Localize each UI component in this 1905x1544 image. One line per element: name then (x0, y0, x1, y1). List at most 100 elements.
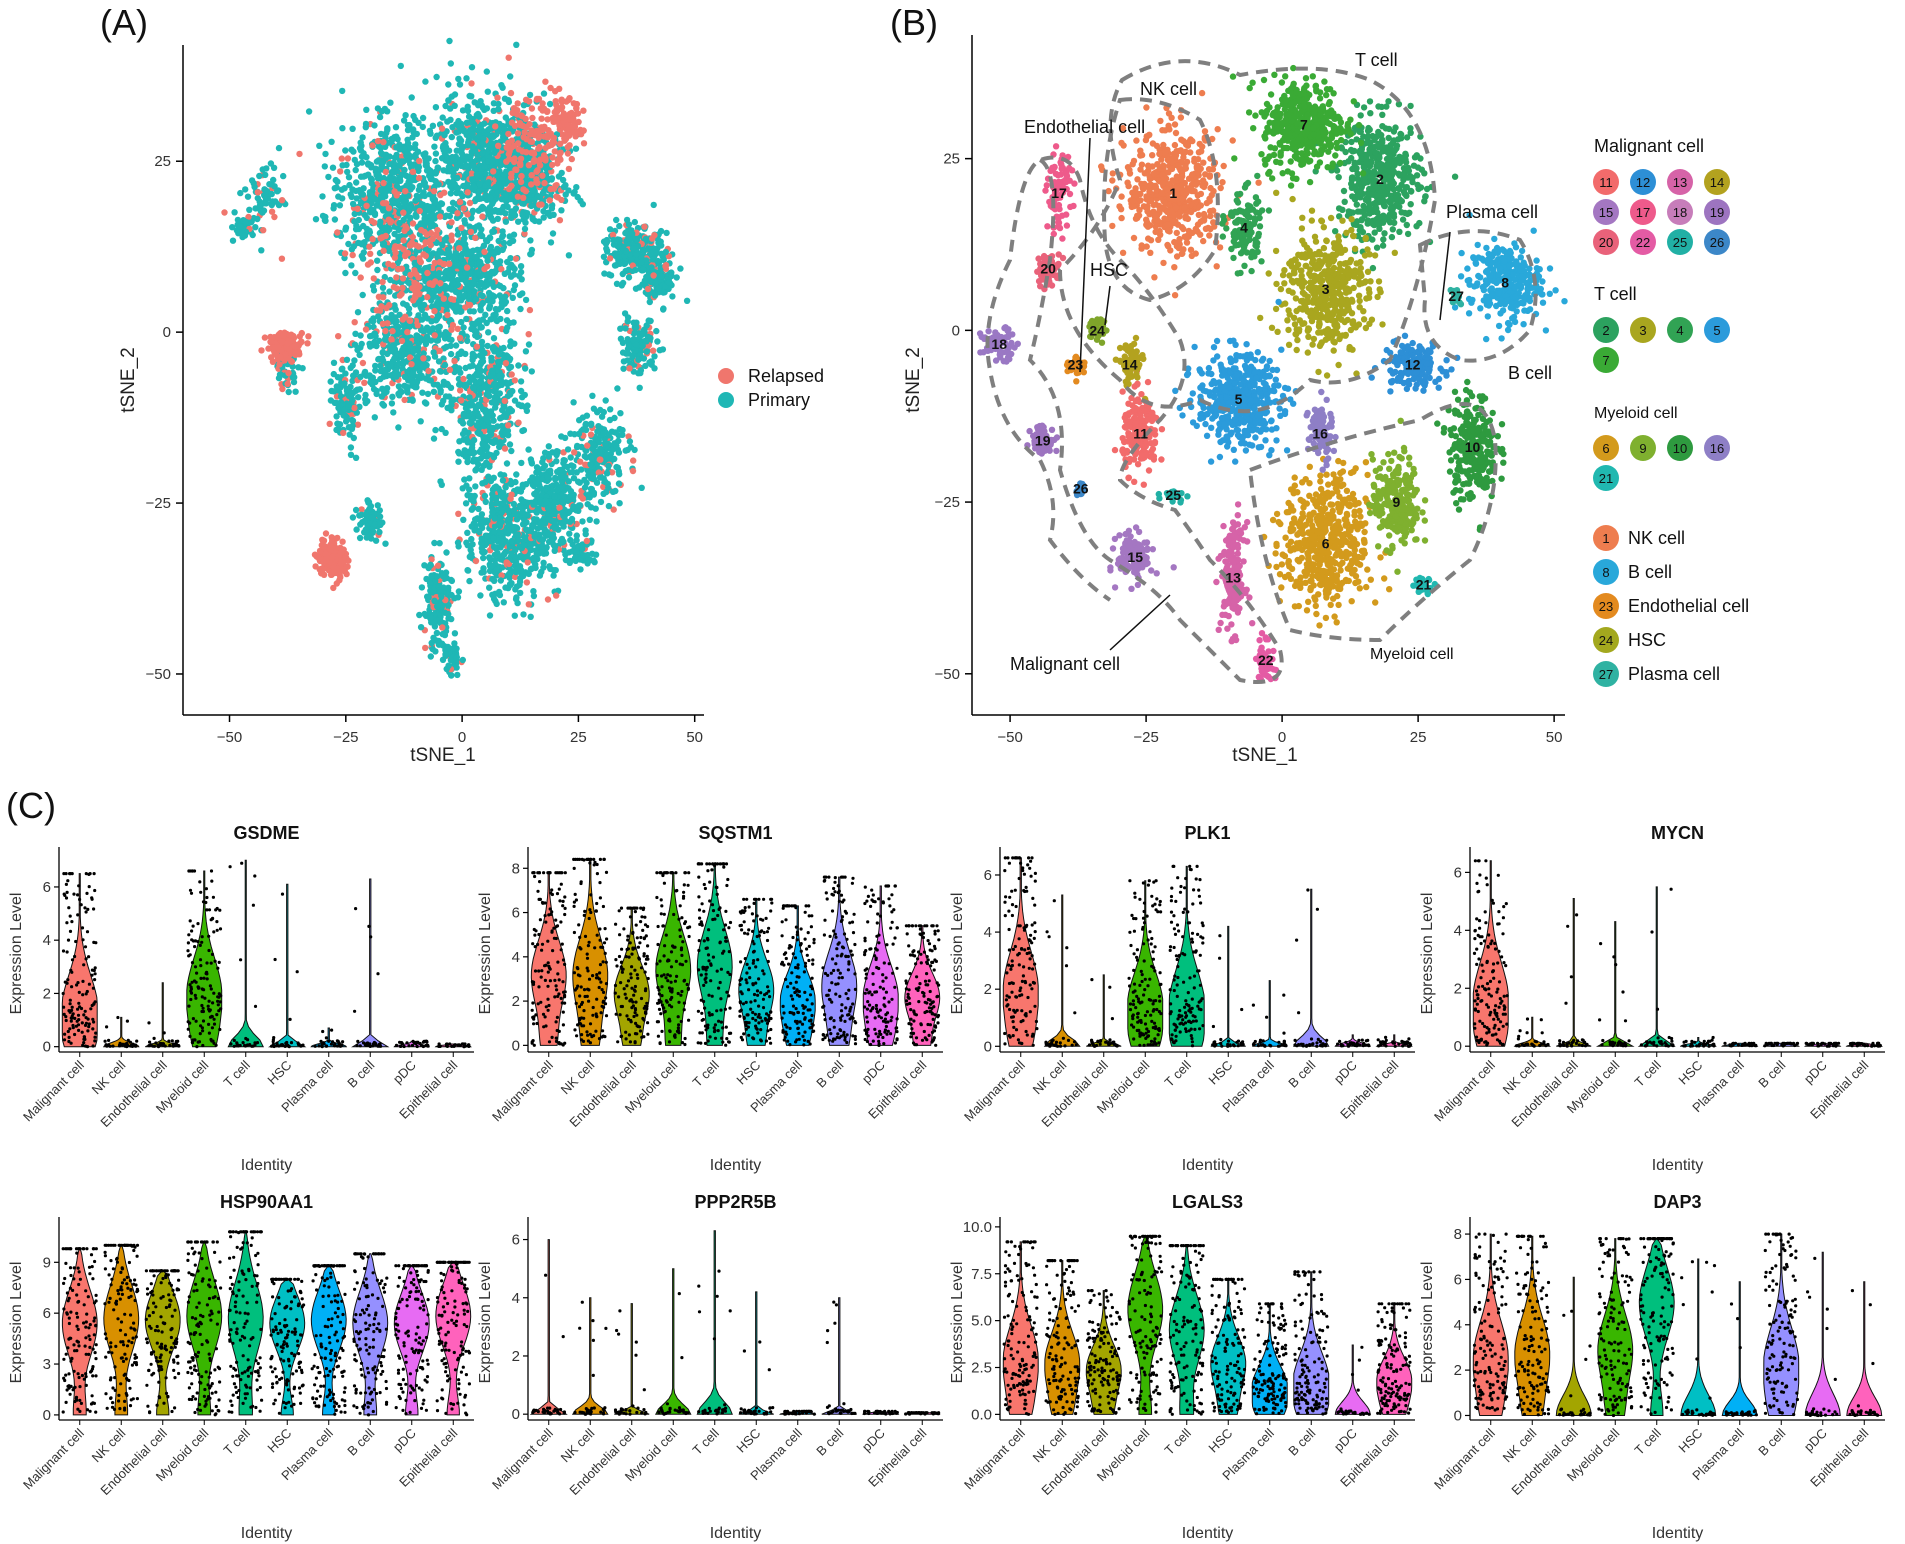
point-3479 (507, 516, 513, 522)
point-473 (354, 161, 360, 167)
point-3997 (629, 230, 635, 236)
point-642 (447, 213, 453, 219)
point-1201 (474, 171, 480, 177)
point-1367 (547, 101, 553, 107)
point-3742 (535, 468, 541, 474)
point-4232 (645, 286, 651, 292)
point-2945 (518, 388, 524, 394)
point-1202 (448, 60, 454, 66)
point-1107 (453, 129, 459, 135)
point-2764 (494, 423, 500, 429)
point-4714 (237, 223, 243, 229)
point-4399 (591, 406, 597, 412)
point-3212 (479, 441, 485, 447)
point-3752 (560, 513, 566, 519)
point-3712 (562, 551, 568, 557)
point-1189 (463, 75, 469, 81)
point-2494 (372, 333, 378, 339)
point-3498 (512, 613, 518, 619)
point-624 (378, 187, 384, 193)
point-4014 (651, 365, 657, 371)
point-2469 (436, 358, 442, 364)
point-2892 (486, 393, 492, 399)
point-4354 (602, 479, 608, 485)
point-2093 (478, 226, 484, 232)
point-3155 (473, 558, 479, 564)
point-2441 (412, 384, 418, 390)
point-1179 (498, 82, 504, 88)
point-3711 (552, 544, 558, 550)
point-1278 (470, 163, 476, 169)
point-2646 (432, 427, 438, 433)
point-299 (339, 195, 345, 201)
point-423 (332, 216, 338, 222)
point-603 (379, 108, 385, 114)
point-569 (339, 155, 345, 161)
point-2813 (507, 320, 513, 326)
point-369 (393, 152, 399, 158)
point-2593 (529, 368, 535, 374)
point-1461 (549, 205, 555, 211)
point-3381 (514, 516, 520, 522)
point-3783 (551, 494, 557, 500)
point-4411 (587, 461, 593, 467)
point-667 (391, 160, 397, 166)
point-4409 (605, 455, 611, 461)
point-3233 (476, 528, 482, 534)
point-2230 (430, 325, 436, 331)
point-3396 (466, 578, 472, 584)
point-2495 (393, 373, 399, 379)
point-4433 (639, 485, 645, 491)
point-2272 (364, 398, 370, 404)
point-83 (360, 292, 366, 298)
point-3754 (587, 517, 593, 523)
point-2436 (405, 384, 411, 390)
point-3684 (577, 566, 583, 572)
point-1163 (476, 208, 482, 214)
point-4333 (567, 431, 573, 437)
point-4669 (269, 202, 275, 208)
point-2501 (486, 305, 492, 311)
point-1526 (557, 217, 563, 223)
point-1495 (501, 172, 507, 178)
point-1215 (441, 167, 447, 173)
point-3943 (640, 247, 646, 253)
point-3215 (482, 493, 488, 499)
point-4133 (684, 298, 690, 304)
point-4340 (581, 477, 587, 483)
point-2479 (420, 337, 426, 343)
point-1419 (502, 197, 508, 203)
point-3404 (545, 596, 551, 602)
point-4239 (663, 262, 669, 268)
point-3489 (478, 540, 484, 546)
point-669 (367, 251, 373, 257)
point-3540 (530, 523, 536, 529)
point-4914 (430, 646, 436, 652)
point-1958 (458, 308, 464, 314)
point-4238 (660, 306, 666, 312)
point-4553 (349, 417, 355, 423)
point-467 (402, 112, 408, 118)
point-266 (350, 148, 356, 154)
point-1528 (558, 207, 564, 213)
point-4611 (377, 513, 383, 519)
point-2879 (448, 402, 454, 408)
point-2823 (502, 398, 508, 404)
point-3980 (621, 261, 627, 267)
point-2846 (489, 298, 495, 304)
point-3983 (613, 217, 619, 223)
point-3732 (553, 567, 559, 573)
point-1915 (479, 233, 485, 239)
point-1286 (471, 185, 477, 191)
point-678 (390, 170, 396, 176)
point-4725 (286, 389, 292, 395)
point-2379 (435, 286, 441, 292)
point-2427 (425, 391, 431, 397)
point-4418 (611, 456, 617, 462)
point-2955 (467, 420, 473, 426)
point-4556 (351, 357, 357, 363)
point-3345 (523, 526, 529, 532)
point-4572 (364, 497, 370, 503)
point-3202 (482, 479, 488, 485)
point-3953 (614, 281, 620, 287)
